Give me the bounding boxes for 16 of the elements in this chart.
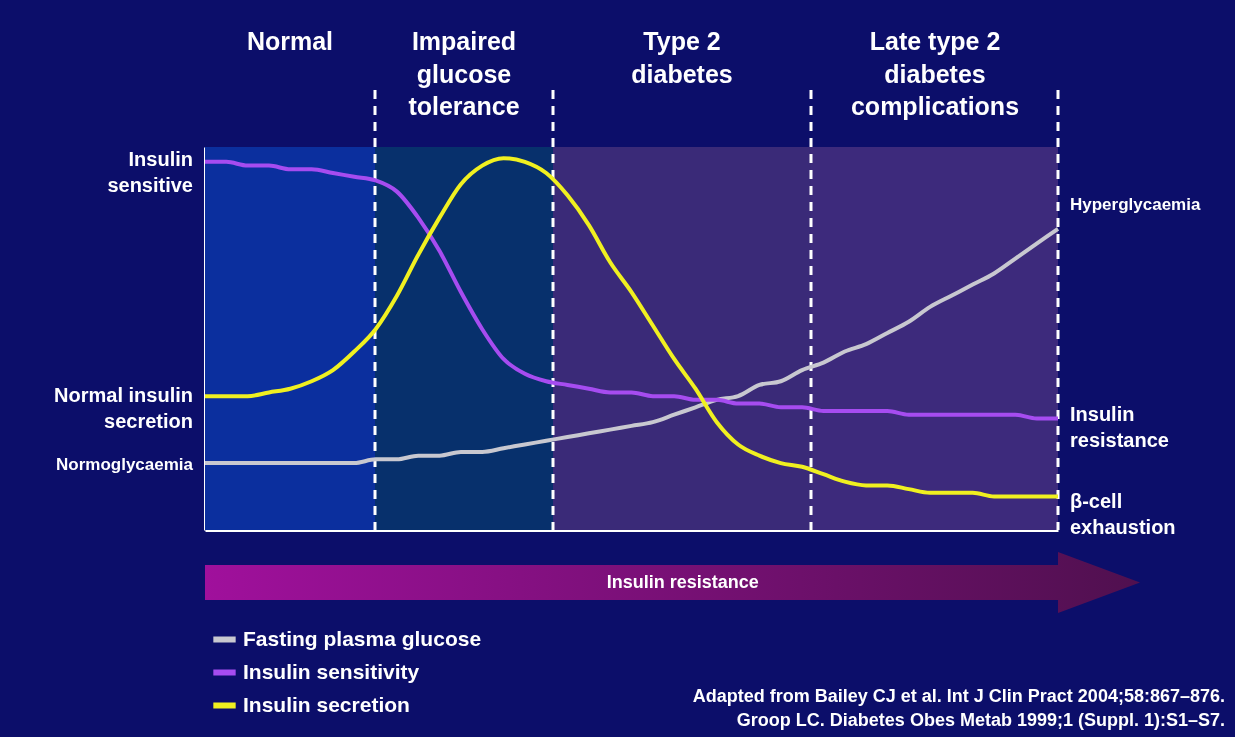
- text: Groop LC. Diabetes Obes Metab 1999;1 (Suppl. 1):S1–S7.: [736, 710, 1225, 730]
- legend-label: Fasting plasma glucose: [243, 626, 482, 650]
- text: Normoglycaemia: [56, 455, 194, 474]
- legend-label: Insulin sensitivity: [243, 659, 420, 683]
- text: Type 2 diabetes: [631, 27, 733, 88]
- text: Normal: [246, 27, 334, 55]
- text: Adapted from Bailey CJ et al. Int J Clin Pract 2004;58:867–876.: [692, 686, 1225, 706]
- legend-label: Insulin secretion: [243, 692, 410, 716]
- text: Normal insulin secretion: [54, 384, 193, 432]
- text: Late type 2 diabetes complications: [850, 27, 1020, 120]
- text: Insulin resistance: [1070, 403, 1169, 451]
- text: Insulin resistance: [606, 572, 759, 592]
- text: Impaired glucose tolerance: [408, 27, 520, 120]
- text: Hyperglycaemia: [1070, 195, 1201, 214]
- text: Insulin sensitive: [107, 148, 193, 196]
- text: β-cell exhaustion: [1070, 490, 1176, 538]
